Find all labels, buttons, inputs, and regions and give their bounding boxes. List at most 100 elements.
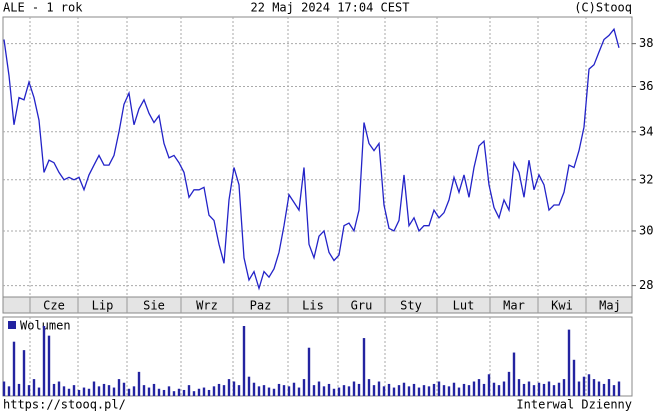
volume-bar <box>527 381 531 396</box>
volume-bar <box>302 379 306 396</box>
volume-bar <box>97 386 101 396</box>
volume-bar <box>362 338 366 396</box>
y-tick-label: 30 <box>639 223 653 237</box>
volume-bar <box>112 387 116 396</box>
volume-bar <box>37 387 41 396</box>
x-tick-label: Gru <box>351 299 373 313</box>
y-tick-label: 28 <box>639 278 653 292</box>
x-tick-label: Lis <box>302 299 324 313</box>
volume-bar <box>482 383 486 396</box>
volume-bar <box>417 387 421 396</box>
volume-bar <box>202 387 206 396</box>
volume-bar <box>322 386 326 396</box>
volume-bar <box>607 379 611 396</box>
volume-frame <box>2 316 633 397</box>
volume-bar <box>47 335 51 396</box>
legend-label: Wolumen <box>20 319 71 333</box>
volume-bar <box>462 383 466 396</box>
x-tick-label: Wrz <box>196 299 218 313</box>
volume-bar <box>197 388 201 396</box>
volume-bar <box>2 381 6 396</box>
volume-bar <box>107 385 111 396</box>
volume-bar <box>447 386 451 396</box>
volume-bar <box>132 386 136 396</box>
volume-bar <box>307 347 311 396</box>
chart-subtitle: 22 Maj 2024 17:04 CEST <box>251 1 410 15</box>
volume-bar <box>612 385 616 396</box>
volume-bar <box>427 386 431 396</box>
volume-bar <box>582 376 586 396</box>
volume-bar <box>557 382 561 396</box>
volume-bar <box>312 385 316 396</box>
x-tick-label: Kwi <box>551 299 573 313</box>
volume-bar <box>102 383 106 396</box>
volume-bar <box>247 376 251 396</box>
volume-bar <box>287 386 291 396</box>
volume-bar <box>357 383 361 396</box>
volume-bar <box>272 388 276 396</box>
volume-bar <box>517 379 521 396</box>
volume-bar <box>487 374 491 396</box>
volume-bar <box>237 385 241 396</box>
x-tick-label: Cze <box>43 299 65 313</box>
volume-bar <box>552 385 556 396</box>
volume-bar <box>382 386 386 396</box>
volume-bar <box>167 386 171 396</box>
volume-bar <box>217 383 221 396</box>
volume-bar <box>507 371 511 396</box>
volume-bar <box>572 359 576 396</box>
x-tick-label: Lip <box>92 299 114 313</box>
chart-title: ALE - 1 rok <box>3 1 83 15</box>
volume-bar <box>387 383 391 396</box>
footer-interval: Interwal Dzienny <box>516 398 632 412</box>
volume-bar <box>157 388 161 396</box>
month-strip <box>2 296 633 314</box>
y-tick-label: 38 <box>639 36 653 50</box>
volume-bar <box>277 383 281 396</box>
volume-bar <box>77 389 81 396</box>
volume-bar <box>477 379 481 396</box>
volume-bar <box>452 382 456 396</box>
volume-bar <box>377 381 381 396</box>
volume-bar <box>602 383 606 396</box>
x-tick-label: Sie <box>143 299 165 313</box>
volume-bar <box>467 385 471 396</box>
volume-bar <box>12 341 16 396</box>
volume-bar <box>67 388 71 396</box>
volume-bar <box>7 386 11 396</box>
volume-bar <box>232 381 236 396</box>
x-tick-label: Sty <box>400 299 422 313</box>
volume-bar <box>62 386 66 396</box>
volume-bar <box>42 326 46 396</box>
volume-bar <box>152 383 156 396</box>
volume-bar <box>87 388 91 396</box>
volume-bar <box>262 385 266 396</box>
volume-bar <box>127 388 131 396</box>
volume-bar <box>592 379 596 396</box>
volume-bar <box>342 385 346 396</box>
volume-bar <box>32 379 36 396</box>
volume-bar <box>162 389 166 396</box>
volume-bar <box>337 387 341 396</box>
volume-bar <box>457 387 461 396</box>
volume-bar <box>492 382 496 396</box>
volume-bar <box>92 381 96 396</box>
y-tick-label: 36 <box>639 79 653 93</box>
volume-bar <box>522 383 526 396</box>
volume-bar <box>122 382 126 396</box>
volume-bar <box>327 383 331 396</box>
volume-bar <box>17 383 21 396</box>
volume-bar <box>72 385 76 396</box>
x-tick-label: Mar <box>503 299 525 313</box>
volume-bar <box>502 381 506 396</box>
volume-bar <box>192 391 196 396</box>
volume-bar <box>147 387 151 396</box>
volume-bar <box>432 383 436 396</box>
volume-bar <box>57 381 61 396</box>
volume-bar <box>532 385 536 396</box>
volume-bar <box>142 385 146 396</box>
volume-bar <box>547 381 551 396</box>
volume-bar <box>22 350 26 396</box>
volume-bar <box>117 379 121 396</box>
plot-frame <box>2 16 633 298</box>
